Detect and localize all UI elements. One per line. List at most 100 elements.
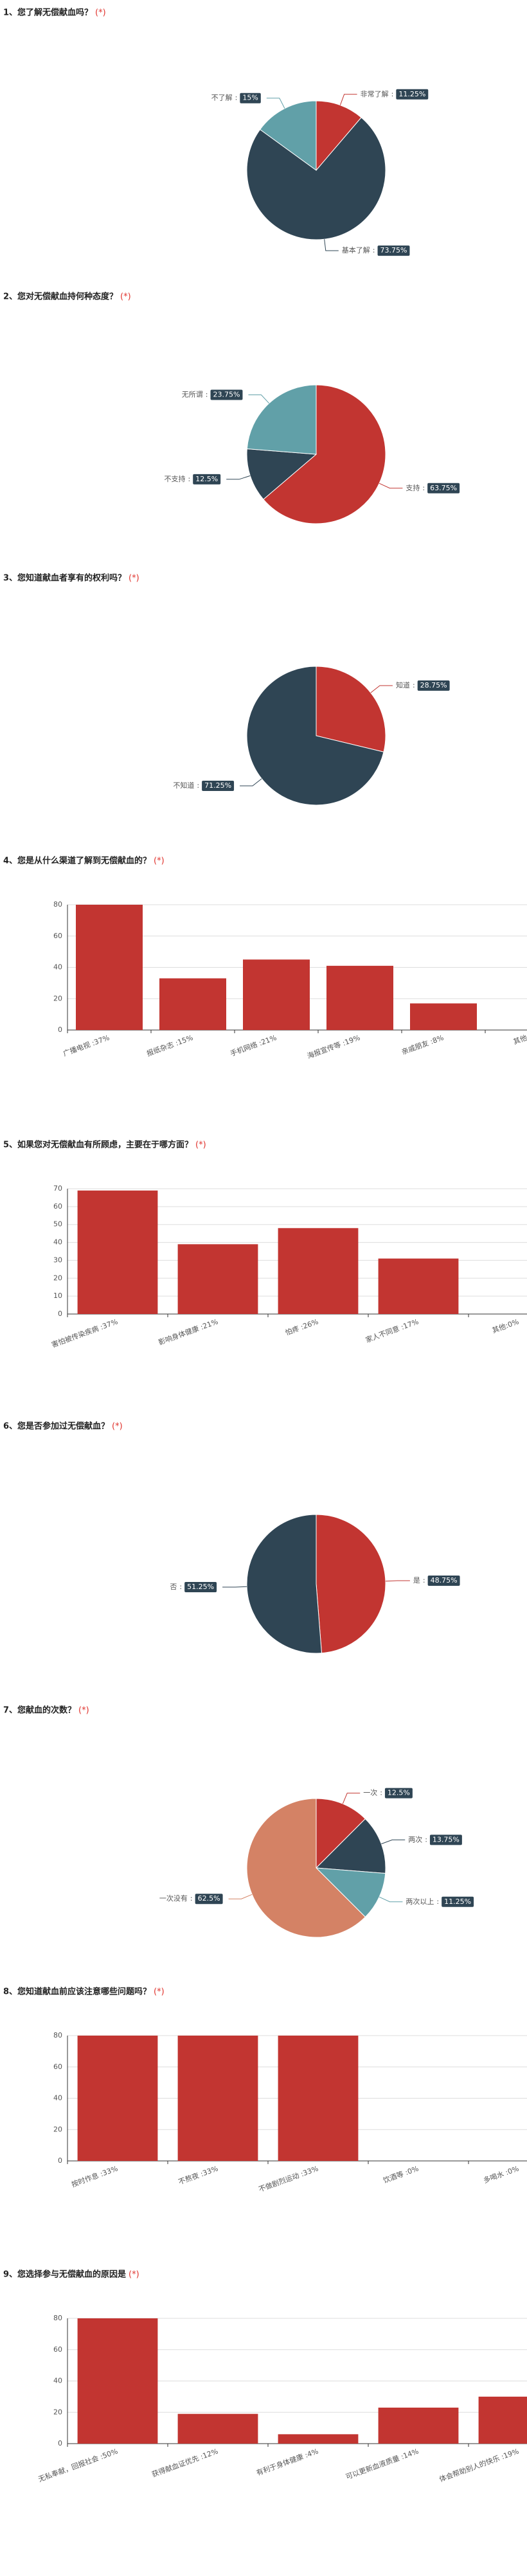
value-box: [442, 1896, 474, 1907]
leader-line: [240, 778, 262, 786]
leader-line: [226, 475, 251, 480]
slice-name: 否: [170, 1583, 177, 1591]
slice-label: 非常了解 11.25%:: [361, 89, 429, 100]
pie-slice: [315, 1818, 386, 1874]
slice-label: 无所谓 23.75%:: [182, 389, 243, 400]
slice-name: 不知道: [173, 781, 194, 790]
y-tick-label: 40: [53, 2094, 62, 2102]
pie-slice: [246, 384, 317, 455]
value-box: [427, 483, 460, 493]
slice-label: 不了解 15%:: [211, 93, 261, 103]
value-label: 12.5%: [195, 475, 218, 483]
slice-label: 基本了解 73.75%:: [342, 245, 410, 256]
slice-label: 两次 13.75%:: [408, 1834, 462, 1845]
y-tick-label: 40: [53, 2377, 62, 2385]
value-box: [417, 680, 450, 691]
value-box: [427, 1576, 460, 1586]
label-sep: :: [413, 681, 415, 689]
value-label: 11.25%: [444, 1897, 471, 1906]
bar: [278, 2434, 359, 2444]
y-tick-label: 0: [58, 1310, 62, 1318]
value-label: 71.25%: [204, 781, 231, 790]
slice-name: 是: [413, 1576, 420, 1585]
slice-name: 一次: [363, 1788, 377, 1797]
y-tick-label: 0: [58, 2439, 62, 2447]
x-tick-label: 影响身体健康 :21%: [157, 1317, 219, 1347]
y-tick-label: 0: [58, 1026, 62, 1034]
value-label: 15%: [242, 94, 258, 102]
label-sep: :: [425, 1835, 427, 1843]
pie-slice: [246, 117, 386, 240]
y-tick-label: 80: [53, 2314, 62, 2322]
leader-line: [222, 1586, 247, 1588]
value-label: 62.5%: [198, 1894, 220, 1903]
bar: [278, 1228, 359, 1314]
pie-slice: [246, 448, 317, 500]
pie-slice: [246, 1514, 323, 1654]
leader-line: [370, 685, 393, 693]
y-tick-label: 70: [53, 1184, 62, 1193]
y-tick-label: 80: [53, 2031, 62, 2039]
value-box: [384, 1788, 413, 1799]
slice-name: 知道: [396, 680, 410, 689]
value-box: [429, 1834, 462, 1845]
bar: [378, 2407, 459, 2444]
label-sep: :: [373, 246, 375, 254]
pie-slice: [316, 1514, 386, 1654]
bar: [177, 2036, 258, 2161]
bar: [410, 1003, 477, 1030]
value-box: [210, 389, 243, 400]
bar: [478, 2396, 527, 2444]
y-tick-label: 20: [53, 994, 62, 1002]
x-tick-label: 按时作息 :33%: [70, 2163, 119, 2189]
slice-label: 支持 63.75%:: [406, 483, 460, 493]
bar: [77, 2036, 158, 2161]
value-box: [202, 781, 235, 792]
label-sep: :: [380, 1789, 382, 1797]
x-tick-label: 害怕被传染疾病 :37%: [50, 1317, 119, 1349]
y-tick-label: 60: [53, 1202, 62, 1211]
x-tick-label: 获得献血证优先 :12%: [150, 2446, 219, 2478]
value-box: [377, 245, 410, 256]
question-title: 9、您选择参与无偿献血的原因是: [3, 2270, 127, 2280]
question-title: 1、您了解无偿献血吗？: [3, 8, 93, 18]
y-tick-label: 20: [53, 2125, 62, 2133]
question-title: 3、您知道献血者享有的权利吗？: [3, 573, 126, 583]
slice-name: 两次: [408, 1834, 422, 1843]
label-sep: :: [206, 390, 208, 398]
pie-slice: [246, 1798, 366, 1938]
question-title: 6、您是否参加过无偿献血？: [3, 1421, 109, 1432]
leader-line: [339, 94, 357, 105]
required-mark: (*): [154, 1987, 165, 1997]
required-mark: (*): [195, 1141, 206, 1150]
value-label: 48.75%: [431, 1576, 458, 1585]
slice-name: 两次以上: [406, 1897, 434, 1906]
required-mark: (*): [120, 292, 131, 302]
x-tick-label: 广播电视 :37%: [62, 1033, 111, 1058]
slice-label: 两次以上 11.25%:: [406, 1896, 474, 1907]
slice-label: 一次没有 62.5%:: [159, 1894, 223, 1905]
y-tick-label: 50: [53, 1220, 62, 1229]
value-label: 28.75%: [420, 681, 447, 689]
leader-line: [379, 483, 403, 489]
question-title: 8、您知道献血前应该注意哪些问题吗？: [3, 1987, 151, 1997]
slice-name: 无所谓: [182, 390, 203, 398]
label-sep: :: [190, 1894, 193, 1903]
x-tick-label: 亲戚朋友 :8%: [400, 1033, 445, 1056]
bar: [77, 1190, 158, 1314]
leader-line: [379, 1896, 403, 1903]
y-tick-label: 40: [53, 963, 62, 972]
x-tick-label: 其他:0%: [491, 1317, 520, 1335]
slice-label: 不支持 12.5%:: [164, 474, 221, 484]
pie-slice: [316, 100, 362, 172]
bar: [278, 2036, 359, 2161]
question-title: 4、您是从什么渠道了解到无偿献血的？: [3, 856, 151, 866]
x-tick-label: 怕疼 :26%: [284, 1317, 319, 1337]
y-tick-label: 20: [53, 1274, 62, 1282]
label-sep: :: [235, 94, 238, 102]
slice-label: 不知道 71.25%:: [173, 781, 235, 792]
y-tick-label: 20: [53, 2408, 62, 2416]
value-box: [184, 1581, 217, 1592]
x-tick-label: 多喝水 :0%: [482, 2163, 520, 2185]
